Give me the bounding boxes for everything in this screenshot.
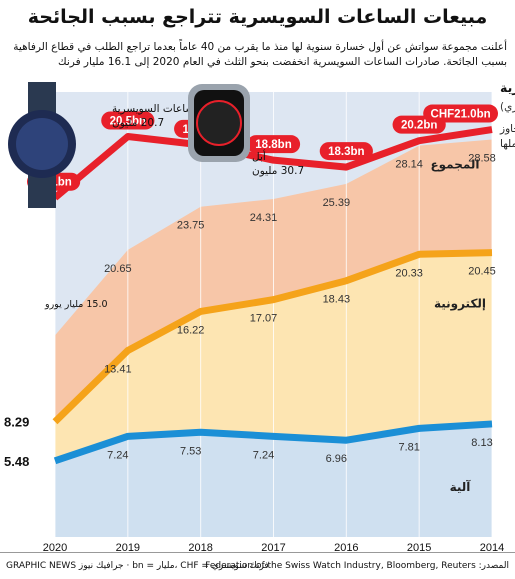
value-tag — [101, 111, 155, 130]
data-label: 7.24 — [253, 449, 274, 461]
data-label: 7.24 — [107, 449, 128, 461]
chart-svg: 7.24 7.53 7.24 6.96 7.81 8.13 13.41 16.22 17.07 1… — [4, 80, 515, 552]
footer: المصدر: Federation of the Swiss Watch In… — [0, 552, 515, 579]
brand-text: GRAPHIC NEWS جرافيك نيوز — [6, 561, 124, 571]
chart-subtitle: أعلنت مجموعة سواتش عن أول خسارة سنوية له… — [13, 41, 507, 68]
value-tag — [246, 135, 301, 154]
units-note: bn = مليار، CHF = فرنك سويسري — [132, 561, 269, 571]
data-label: 7.81 — [398, 441, 419, 453]
value-tag — [423, 104, 498, 123]
value-tag-label: CHF21.0bn — [431, 109, 491, 121]
x-tick-label: 2019 — [116, 542, 140, 552]
swiss-label: الساعات السويسرية — [112, 103, 201, 115]
value-tag-label: 20.5bn — [110, 116, 146, 128]
x-tick-label: 2015 — [407, 542, 431, 552]
annotation-line-2: مبيعات صناعة الساعات السويسرية بأكملها — [500, 136, 515, 150]
data-label: 20.65 — [104, 263, 132, 275]
apple-value: 30.7 مليون — [252, 165, 304, 177]
series-name-total: المجموع — [430, 157, 479, 172]
data-label: 18.43 — [323, 294, 351, 306]
apple-watch-icon — [188, 84, 250, 162]
electronic-line — [52, 249, 493, 425]
value-tag-label: 20.2bn — [401, 120, 437, 132]
brand-mark: GRAPHIC NEWS جرافيك نيوز · bn = مليار، C… — [6, 561, 269, 571]
value-tag-label: 18.8bn — [255, 139, 291, 151]
x-tick-label: 2018 — [188, 542, 212, 552]
source-note: المصدر: Federation of the Swiss Watch In… — [205, 561, 509, 571]
value-tag — [319, 142, 373, 161]
data-label: 8.13 — [471, 437, 492, 449]
data-label: 28.58 — [468, 153, 496, 165]
x-tick-label: 2017 — [261, 542, 285, 552]
value-line — [52, 126, 493, 201]
chart-inner-title: صادرات الساعات السويسرية — [500, 80, 515, 95]
data-label: 6.96 — [326, 453, 347, 465]
data-label: 8.29 — [4, 415, 29, 430]
annotation-line-1: 2019: مبيعات الساعات لشركة أبل تتجاوز — [499, 121, 515, 135]
chart-inner-subtitle: (ملايين الوحدات، القيمة بالفرنك السويسري… — [500, 101, 515, 113]
data-label: 5.48 — [4, 454, 29, 469]
x-tick-label: 2014 — [480, 542, 504, 552]
mechanical-line — [53, 420, 493, 465]
swiss-watch-icon — [8, 82, 76, 208]
data-label: 16.22 — [177, 324, 205, 336]
apple-label: أبل — [252, 149, 266, 163]
swiss-value: 20.7 مليون — [112, 117, 164, 129]
euro-note: 15.0 مليار يورو — [44, 299, 108, 310]
value-tag-label: 18.3bn — [328, 146, 364, 158]
series-name-mechanical: آلية — [450, 479, 472, 494]
data-label: 23.75 — [177, 220, 205, 232]
data-label: 7.53 — [180, 445, 201, 457]
data-label: 28.14 — [395, 159, 423, 171]
series-name-electronic: إلكترونية — [434, 297, 486, 312]
data-label: 25.39 — [323, 197, 351, 209]
data-label: 13.41 — [104, 364, 132, 376]
data-label: 20.33 — [395, 267, 423, 279]
x-tick-label: 2020 — [43, 542, 67, 552]
data-label: 24.31 — [250, 212, 278, 224]
data-label: 17.07 — [250, 313, 278, 325]
data-label: 20.45 — [468, 266, 496, 278]
chart-title: مبيعات الساعات السويسرية تتراجع بسبب الج… — [27, 6, 488, 28]
x-tick-label: 2016 — [334, 542, 358, 552]
